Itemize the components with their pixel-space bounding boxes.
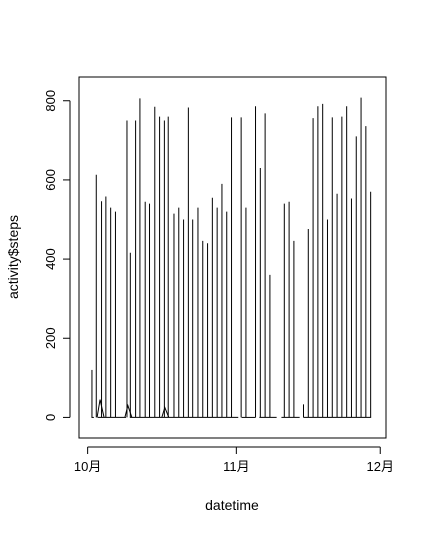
- plot-frame: [78, 76, 387, 439]
- y-axis-label: activity$steps: [5, 215, 21, 299]
- y-tick-label-2: 400: [43, 248, 58, 270]
- x-axis: 10月 11月 12月: [74, 446, 394, 474]
- y-tick-label-3: 600: [43, 169, 58, 191]
- data-wiggle-1: [124, 403, 133, 418]
- y-tick-label-4: 800: [43, 90, 58, 112]
- x-axis-label: datetime: [205, 497, 259, 513]
- y-tick-label-0: 0: [43, 414, 58, 421]
- y-tick-label-1: 200: [43, 327, 58, 349]
- x-tick-label-0: 10月: [74, 459, 101, 474]
- y-axis: 0 200 400 600 800: [43, 90, 71, 421]
- x-tick-label-2: 12月: [367, 459, 394, 474]
- series-steps: [91, 97, 372, 418]
- x-tick-label-1: 11月: [223, 459, 250, 474]
- data-wiggle-0: [96, 399, 105, 418]
